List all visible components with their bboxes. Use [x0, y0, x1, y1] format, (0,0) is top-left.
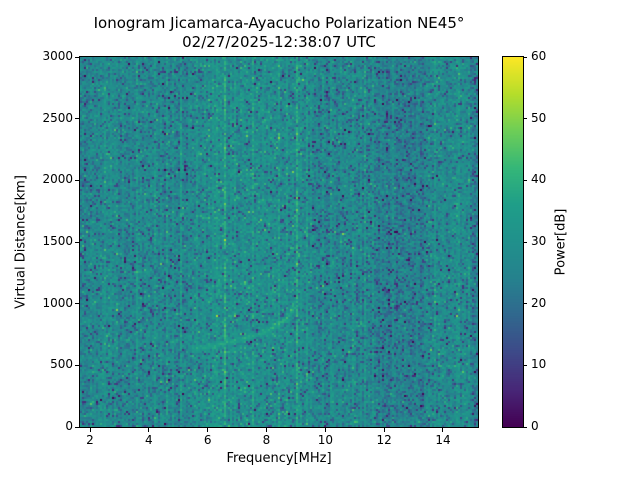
x-tick-label: 14: [435, 433, 451, 447]
x-axis-label: Frequency[MHz]: [226, 451, 332, 466]
x-tick: [148, 428, 150, 432]
x-tick: [265, 428, 267, 432]
colorbar-tick-label: 30: [531, 234, 547, 248]
colorbar-tick: [523, 179, 527, 181]
x-tick: [207, 428, 209, 432]
x-tick-label: 8: [262, 433, 271, 447]
y-tick: [75, 118, 79, 120]
y-tick-label: 500: [50, 357, 73, 372]
colorbar-tick: [523, 56, 527, 58]
x-tick-label: 4: [145, 433, 153, 447]
y-tick: [75, 303, 79, 305]
x-tick-label: 12: [376, 433, 392, 447]
colorbar-tick: [523, 364, 527, 366]
title-block: Ionogram Jicamarca-Ayacucho Polarization…: [80, 14, 478, 52]
chart-title: Ionogram Jicamarca-Ayacucho Polarization…: [93, 14, 465, 32]
colorbar-tick: [523, 241, 527, 243]
y-tick: [75, 56, 79, 58]
y-tick-label: 0: [65, 419, 73, 433]
y-axis-label: Virtual Distance[km]: [13, 175, 29, 309]
y-tick-label: 1000: [42, 295, 73, 310]
x-tick-label: 10: [317, 433, 333, 447]
colorbar-tick-label: 10: [531, 357, 547, 372]
x-tick: [324, 428, 326, 432]
y-tick: [75, 179, 79, 181]
y-tick-label: 1500: [42, 234, 73, 248]
y-tick: [75, 364, 79, 366]
x-tick: [442, 428, 444, 432]
colorbar-gradient-canvas: [503, 57, 523, 427]
colorbar-tick-label: 0: [531, 419, 539, 433]
ionogram-heatmap-canvas: [80, 57, 478, 427]
y-tick-label: 2500: [42, 110, 73, 125]
x-tick-label: 6: [203, 433, 212, 447]
colorbar-tick: [523, 426, 527, 428]
y-tick-label: 3000: [42, 49, 73, 63]
y-tick: [75, 426, 79, 428]
y-tick-label: 2000: [42, 172, 73, 187]
colorbar: [502, 56, 524, 428]
colorbar-tick-label: 50: [531, 110, 547, 125]
x-tick-label: 2: [86, 433, 94, 447]
colorbar-tick: [523, 118, 527, 120]
x-tick: [383, 428, 385, 432]
heatmap-plot-area: [79, 56, 479, 428]
x-tick: [89, 428, 91, 432]
colorbar-tick-label: 60: [531, 49, 547, 63]
colorbar-tick-label: 20: [531, 295, 547, 310]
y-tick: [75, 241, 79, 243]
chart-subtitle: 02/27/2025-12:38:07 UTC: [182, 33, 376, 51]
colorbar-tick: [523, 303, 527, 305]
colorbar-tick-label: 40: [531, 172, 547, 187]
